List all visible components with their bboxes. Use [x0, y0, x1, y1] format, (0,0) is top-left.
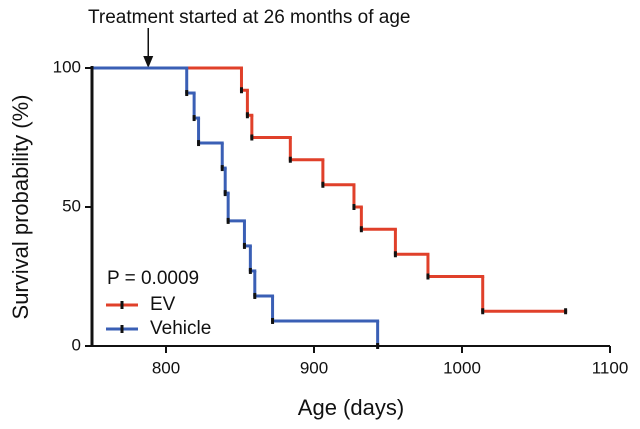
- x-tick-label: 1000: [443, 358, 481, 377]
- x-tick-label: 1100: [592, 358, 629, 377]
- annotation: Treatment started at 26 months of age: [88, 7, 410, 28]
- x-tick-label: 800: [152, 358, 180, 377]
- x-axis-label: Age (days): [298, 395, 404, 420]
- stat-text: P = 0.0009: [107, 268, 199, 289]
- y-axis-label: Survival probability (%): [8, 95, 33, 320]
- legend-label: Vehicle: [150, 318, 211, 339]
- y-tick-label: 0: [72, 335, 81, 354]
- y-tick-label: 100: [53, 57, 81, 76]
- x-tick-label: 900: [300, 358, 328, 377]
- y-tick-label: 50: [62, 196, 81, 215]
- annotation-arrowhead: [143, 56, 154, 68]
- legend-label: EV: [150, 294, 176, 315]
